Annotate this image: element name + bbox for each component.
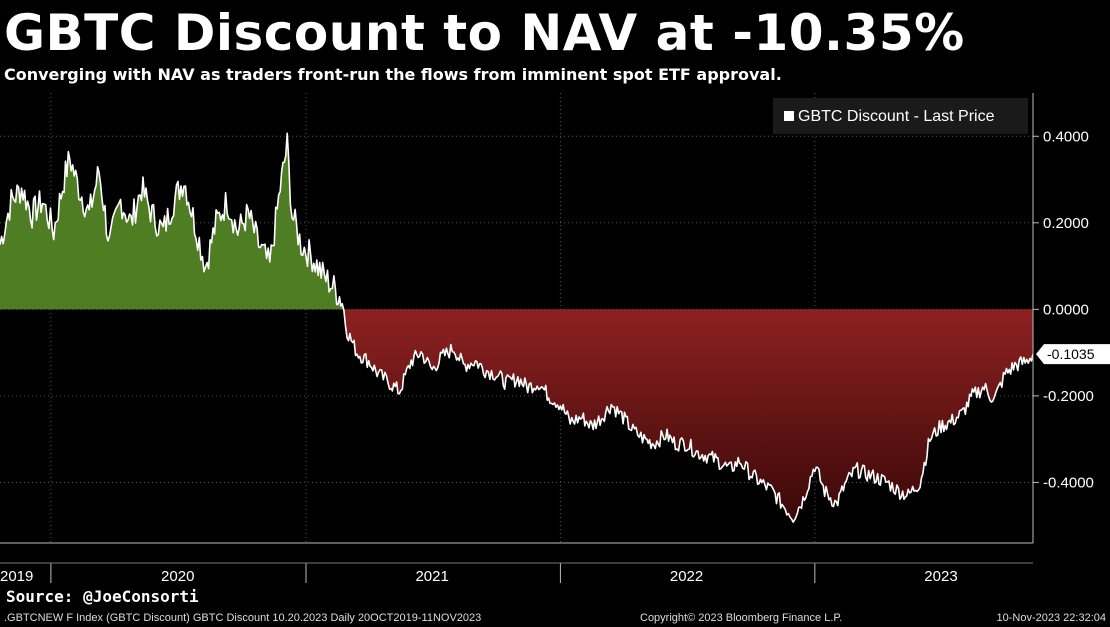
legend-swatch (784, 111, 794, 121)
last-value-tag (1036, 344, 1110, 365)
positive-area (0, 133, 1033, 310)
y-tick-label: 0.4000 (1043, 128, 1089, 145)
chart-title: GBTC Discount to NAV at -10.35% (4, 4, 965, 62)
negative-area (0, 309, 1033, 523)
area-fills (0, 133, 1033, 523)
x-tick-label: 2022 (670, 568, 703, 585)
footer-timestamp: 10-Nov-2023 22:32:04 (996, 612, 1106, 624)
x-tick-label: 2019 (0, 568, 33, 585)
axes: 0.4000 0.2000 0.0000 -0.2000 -0.4000 2019 2020… (0, 93, 1110, 585)
x-tick-label: 2023 (924, 568, 957, 585)
footer-index-info: .GBTCNEW F Index (GBTC Discount) GBTC Di… (4, 612, 482, 624)
y-tick-label: -0.4000 (1043, 474, 1094, 491)
source-credit: Source: @JoeConsorti (6, 587, 199, 606)
x-tick-label: 2020 (161, 568, 194, 585)
discount-line (0, 132, 1033, 523)
x-tick-label: 2021 (415, 568, 448, 585)
y-tick-label: -0.2000 (1043, 388, 1094, 405)
legend-label: GBTC Discount - Last Price (798, 108, 995, 125)
last-value-label: -0.1035 (1047, 346, 1095, 362)
legend-box (773, 98, 1028, 134)
chart-subtitle: Converging with NAV as traders front-run… (4, 65, 782, 84)
y-tick-label: 0.2000 (1043, 215, 1089, 232)
legend: GBTC Discount - Last Price (773, 98, 1028, 134)
footer-copyright: Copyright© 2023 Bloomberg Finance L.P. (640, 612, 843, 624)
series-line (0, 132, 1033, 523)
y-tick-label: 0.0000 (1043, 301, 1089, 318)
